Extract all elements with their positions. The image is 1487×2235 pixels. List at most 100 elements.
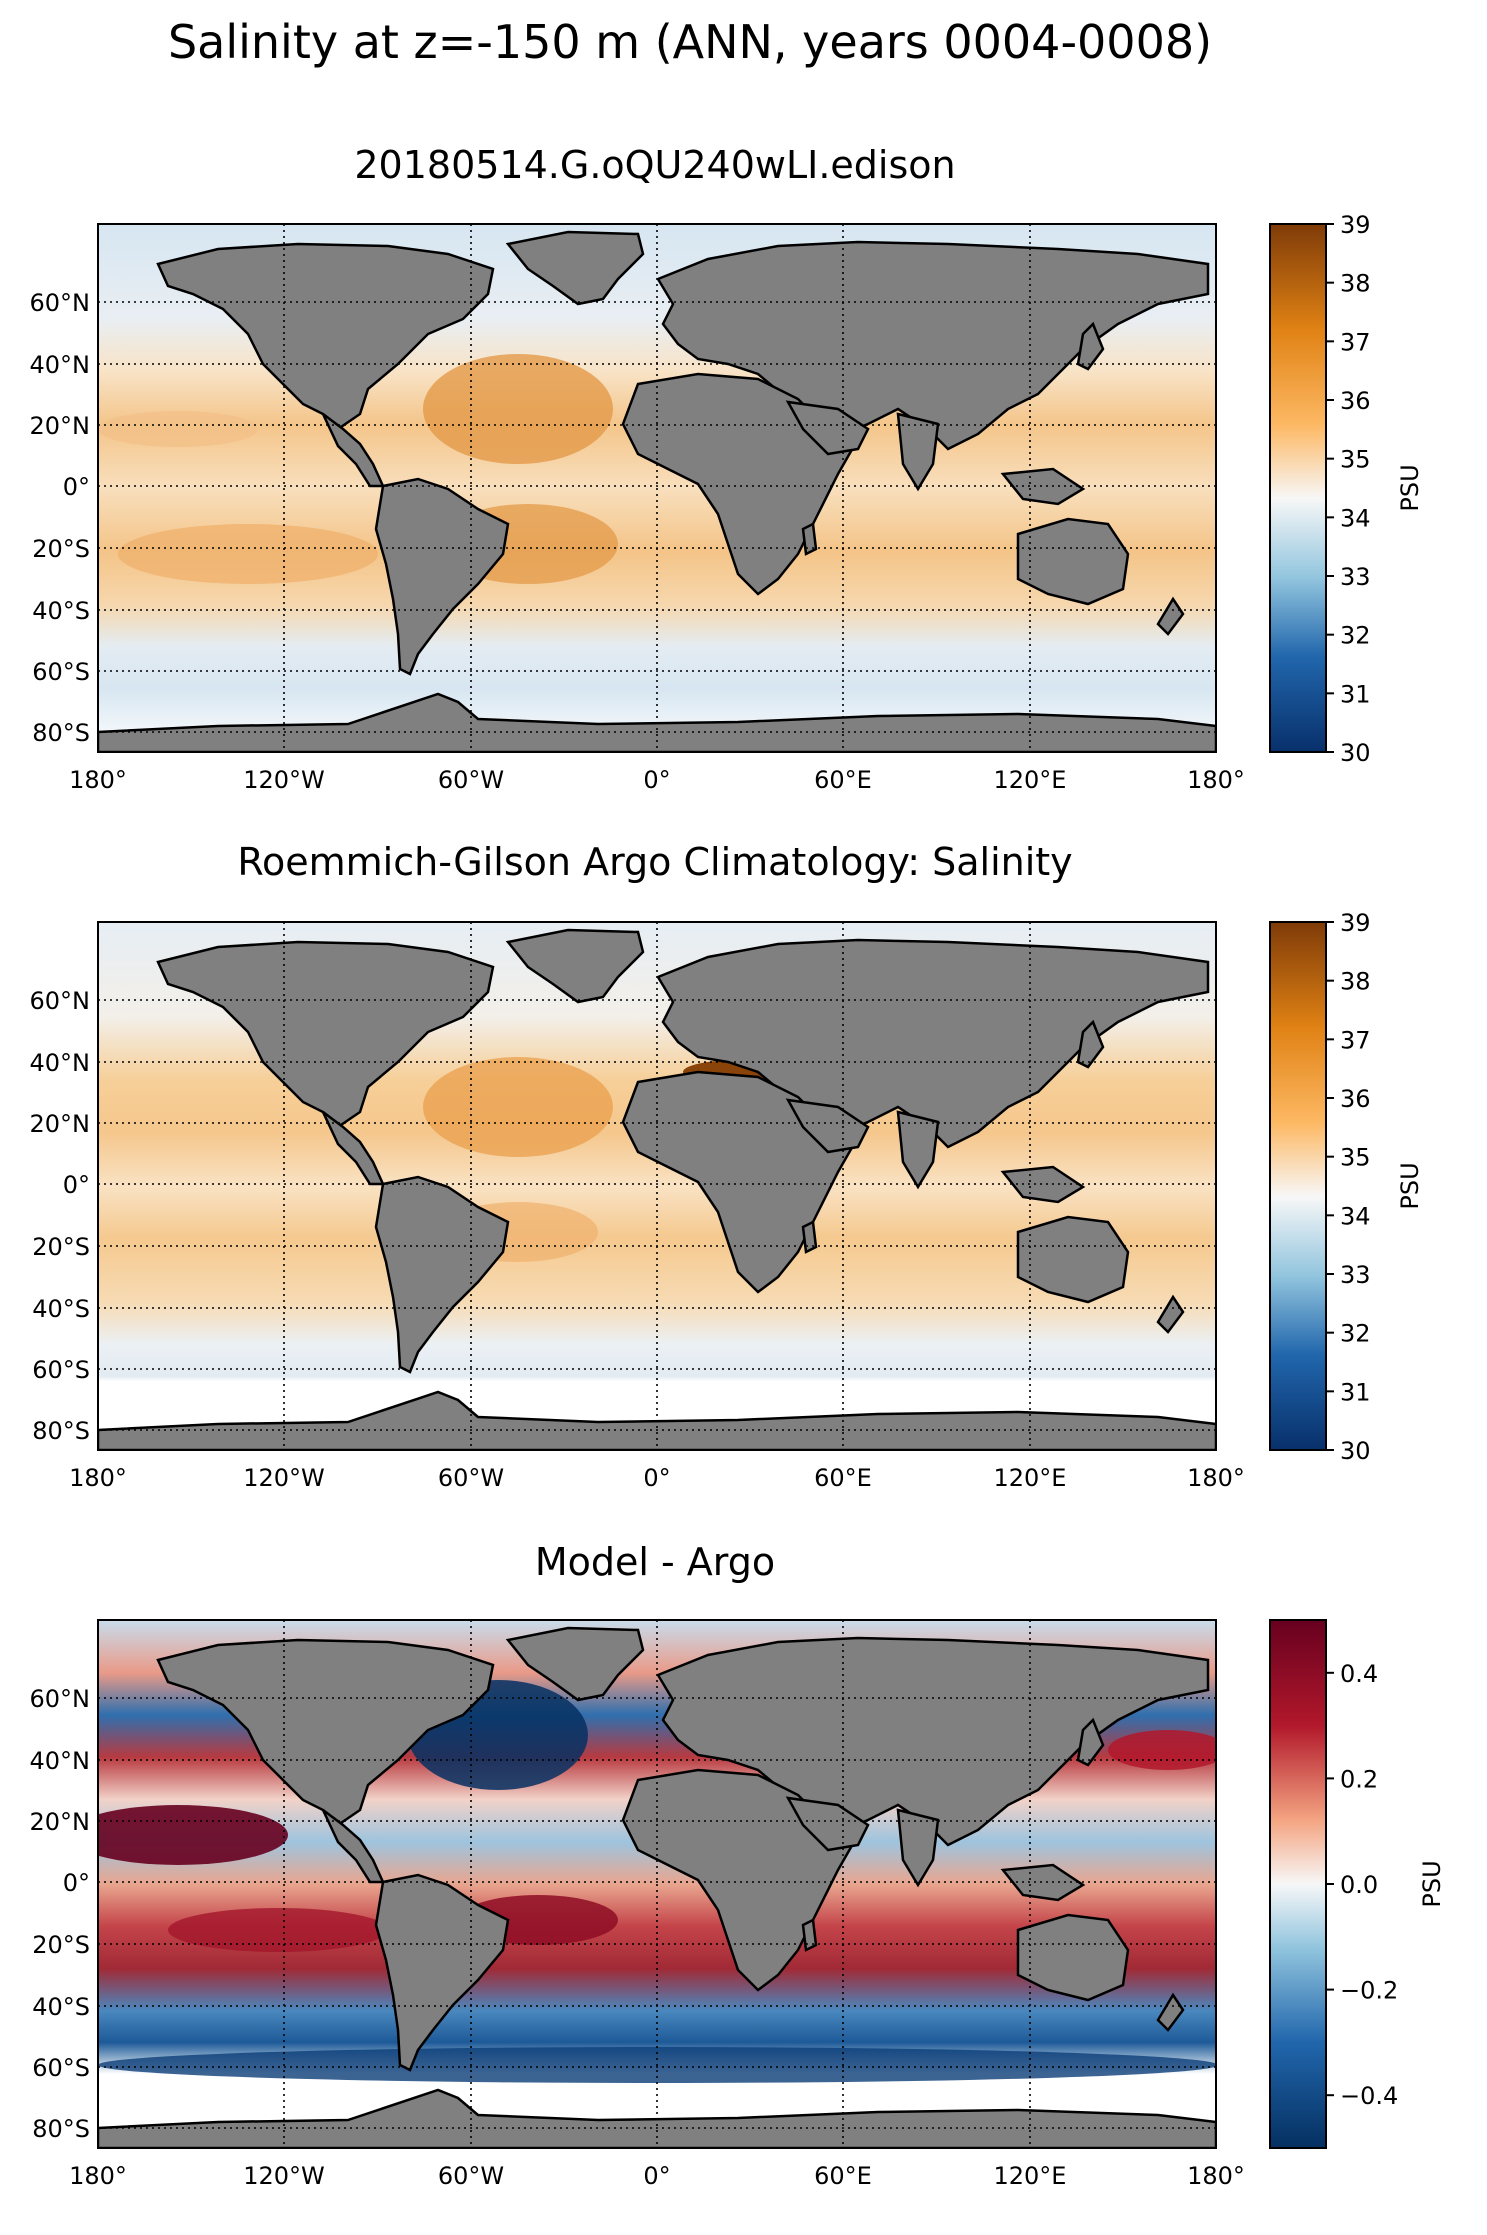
colorbar-label: PSU xyxy=(1396,1162,1424,1209)
colorbar-tick-label: 34 xyxy=(1340,504,1371,532)
lon-tick-label: 0° xyxy=(643,766,670,794)
colorbar-tick-label: 37 xyxy=(1340,328,1371,356)
colorbar-label: PSU xyxy=(1418,1860,1446,1907)
lat-tick-label: 40°N xyxy=(30,1747,91,1775)
lon-tick-label: 120°W xyxy=(243,766,325,794)
colorbar-tick-label: 0.4 xyxy=(1340,1660,1378,1688)
lon-tick-label: 60°E xyxy=(814,766,872,794)
lon-tick-label: 180° xyxy=(69,766,127,794)
lon-tick-label: 60°W xyxy=(438,1464,504,1492)
salinity-max-north-pacific xyxy=(98,411,258,447)
panel-title: 20180514.G.oQU240wLI.edison xyxy=(354,143,955,187)
lat-tick-label: 60°N xyxy=(30,987,91,1015)
lat-tick-label: 20°N xyxy=(30,1808,91,1836)
lon-tick-label: 120°W xyxy=(243,1464,325,1492)
map-border xyxy=(97,921,1217,1451)
lat-tick-label: 60°S xyxy=(32,2054,90,2082)
lat-tick-label: 0° xyxy=(63,1171,90,1199)
colorbar-tick-label: −0.4 xyxy=(1340,2082,1398,2110)
lat-tick-label: 20°S xyxy=(32,1931,90,1959)
colorbar-label: PSU xyxy=(1396,464,1424,511)
colorbar-tick-label: 38 xyxy=(1340,270,1371,298)
colorbar-tick-label: 32 xyxy=(1340,622,1371,650)
lon-tick-label: 60°W xyxy=(438,2162,504,2190)
colorbar-tick-label: 32 xyxy=(1340,1320,1371,1348)
lon-tick-label: 60°E xyxy=(814,2162,872,2190)
colorbar-tick-label: 0.0 xyxy=(1340,1871,1378,1899)
lon-tick-label: 180° xyxy=(1187,1464,1245,1492)
colorbar-tick-label: 31 xyxy=(1340,1378,1371,1406)
colorbar: 30 31 32 33 34 35 36 37 38 39 PSU xyxy=(1269,909,1424,1465)
lat-tick-label: 0° xyxy=(63,1869,90,1897)
colorbar-tick-label: 30 xyxy=(1340,739,1371,767)
colorbar-tick-label: 37 xyxy=(1340,1026,1371,1054)
lon-tick-label: 120°E xyxy=(994,766,1067,794)
axes-panel-1: 180° 120°W 60°W 0° 60°E 120°E 180° 60°N 40°N 20°N… xyxy=(30,909,1425,1492)
lon-tick-label: 120°E xyxy=(994,2162,1067,2190)
lon-tick-label: 0° xyxy=(643,1464,670,1492)
map-frame xyxy=(98,1620,1216,2148)
lat-tick-label: 20°S xyxy=(32,1233,90,1261)
lon-tick-label: 180° xyxy=(69,1464,127,1492)
colorbar-tick-label: 35 xyxy=(1340,446,1371,474)
colorbar: 30 31 32 33 34 35 36 37 38 39 PSU xyxy=(1269,211,1424,767)
map-border xyxy=(97,1619,1217,2149)
colorbar-tick-label: 34 xyxy=(1340,1202,1371,1230)
lat-tick-label: 60°N xyxy=(30,289,91,317)
colorbar-tick-label: 31 xyxy=(1340,680,1371,708)
salinity-max-atlantic xyxy=(423,1057,613,1157)
colorbar-tick-label: 39 xyxy=(1340,211,1371,239)
lon-tick-label: 180° xyxy=(1187,766,1245,794)
panel-title: Roemmich-Gilson Argo Climatology: Salini… xyxy=(237,840,1072,884)
colorbar-gradient xyxy=(1269,921,1327,1451)
colorbar-tick-label: 35 xyxy=(1340,1144,1371,1172)
panel-difference: Model - Argo xyxy=(98,1540,1216,2148)
figure-title: Salinity at z=-150 m (ANN, years 0004-00… xyxy=(168,15,1212,69)
lat-tick-label: 80°S xyxy=(32,719,90,747)
diff-negative-southern-ocean xyxy=(98,2047,1216,2083)
map-border xyxy=(97,223,1217,753)
lon-tick-label: 120°W xyxy=(243,2162,325,2190)
salinity-max-south-pacific xyxy=(118,524,378,584)
axes-panel-2: 180° 120°W 60°W 0° 60°E 120°E 180° 60°N 40°N 20°N… xyxy=(30,1619,1446,2190)
lon-tick-label: 0° xyxy=(643,2162,670,2190)
lat-tick-label: 40°S xyxy=(32,1993,90,2021)
colorbar-tick-label: 39 xyxy=(1340,909,1371,937)
lat-tick-label: 20°N xyxy=(30,412,91,440)
diff-positive-south-pacific xyxy=(168,1908,388,1952)
lon-tick-label: 60°E xyxy=(814,1464,872,1492)
diff-positive-kuroshio xyxy=(1108,1730,1216,1770)
colorbar-tick-label: 30 xyxy=(1340,1437,1371,1465)
colorbar-gradient xyxy=(1269,1619,1327,2149)
colorbar-gradient xyxy=(1269,223,1327,753)
colorbar-tick-label: 0.2 xyxy=(1340,1765,1378,1793)
lat-tick-label: 0° xyxy=(63,473,90,501)
colorbar-tick-label: −0.2 xyxy=(1340,1977,1398,2005)
colorbar-tick-label: 33 xyxy=(1340,1261,1371,1289)
lat-tick-label: 60°S xyxy=(32,1356,90,1384)
colorbar-tick-label: 36 xyxy=(1340,387,1371,415)
lon-tick-label: 120°E xyxy=(994,1464,1067,1492)
axes-panel-0: 180° 120°W 60°W 0° 60°E 120°E 180° 60°N 40°N 20°N… xyxy=(30,211,1425,794)
lat-tick-label: 60°N xyxy=(30,1685,91,1713)
lat-tick-label: 20°S xyxy=(32,535,90,563)
lat-tick-label: 40°S xyxy=(32,597,90,625)
colorbar: −0.4 −0.2 0.0 0.2 0.4 PSU xyxy=(1269,1619,1446,2149)
lat-tick-label: 20°N xyxy=(30,1110,91,1138)
colorbar-tick-label: 36 xyxy=(1340,1085,1371,1113)
lat-tick-label: 40°S xyxy=(32,1295,90,1323)
salinity-max-atlantic xyxy=(423,354,613,464)
lat-tick-label: 80°S xyxy=(32,1417,90,1445)
lat-tick-label: 80°S xyxy=(32,2115,90,2143)
lon-tick-label: 180° xyxy=(69,2162,127,2190)
colorbar-tick-label: 38 xyxy=(1340,968,1371,996)
lon-tick-label: 180° xyxy=(1187,2162,1245,2190)
lat-tick-label: 40°N xyxy=(30,351,91,379)
lat-tick-label: 60°S xyxy=(32,658,90,686)
colorbar-tick-label: 33 xyxy=(1340,563,1371,591)
lat-tick-label: 40°N xyxy=(30,1049,91,1077)
lon-tick-label: 60°W xyxy=(438,766,504,794)
panel-title: Model - Argo xyxy=(535,1540,775,1584)
diff-positive-north-pacific xyxy=(98,1805,288,1865)
